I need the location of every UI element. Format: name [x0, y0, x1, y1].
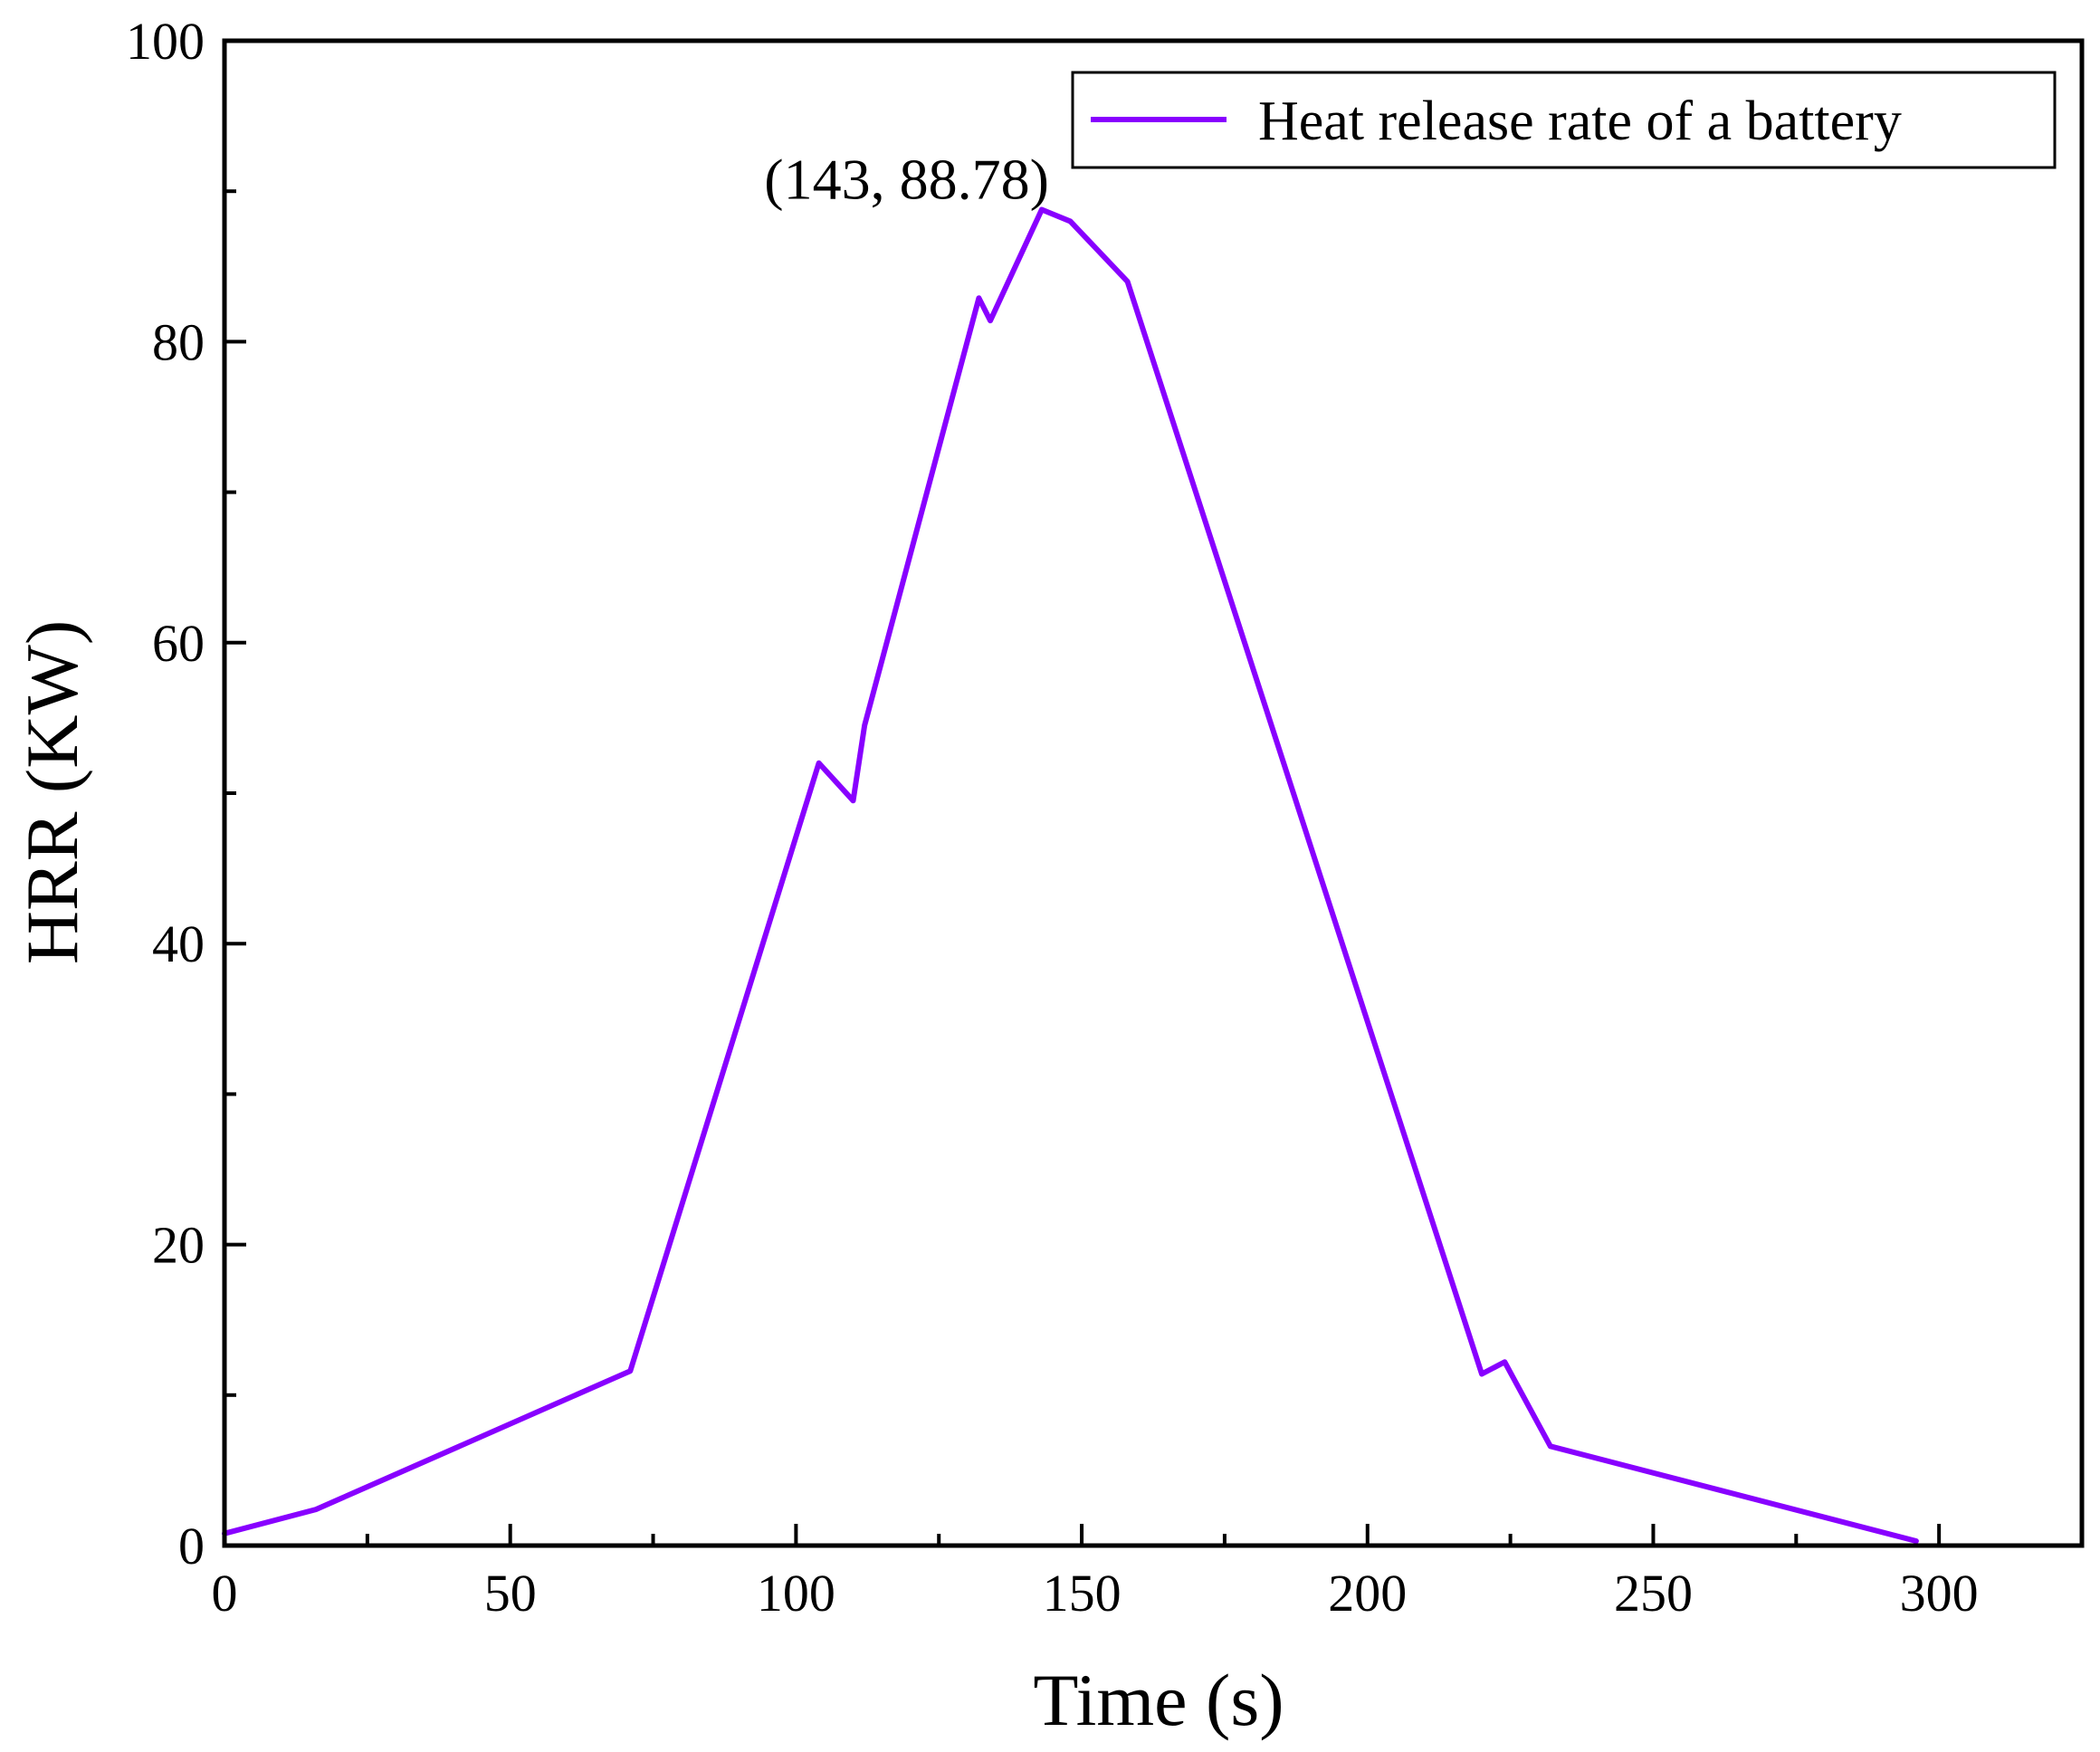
- data-point: [1125, 279, 1131, 284]
- data-point: [862, 723, 867, 728]
- data-point: [988, 318, 993, 323]
- data-point: [976, 295, 981, 301]
- data-point: [1502, 1359, 1507, 1364]
- x-tick-label: 50: [484, 1564, 537, 1623]
- series-line-heat-release-rate: [222, 206, 1919, 1545]
- y-axis-title: HRR (KW): [11, 620, 93, 964]
- data-point: [1914, 1538, 1919, 1544]
- data-point: [1067, 218, 1073, 224]
- y-tick-label: 60: [152, 614, 205, 673]
- peak-annotation-label: (143, 88.78): [764, 147, 1049, 211]
- y-tick-label: 100: [126, 12, 205, 71]
- data-point: [313, 1507, 319, 1512]
- y-tick-label: 20: [152, 1216, 205, 1275]
- legend-label: Heat release rate of a battery: [1258, 91, 1902, 152]
- y-tick-label: 80: [152, 312, 205, 371]
- data-point: [816, 761, 822, 766]
- y-tick-label: 0: [178, 1517, 205, 1575]
- x-tick-label: 150: [1043, 1564, 1122, 1623]
- x-tick-label: 0: [212, 1564, 238, 1623]
- data-point: [851, 798, 856, 803]
- data-point: [1479, 1372, 1484, 1377]
- data-point: [627, 1368, 633, 1374]
- x-tick-label: 100: [757, 1564, 835, 1623]
- x-axis-title: Time (s): [1033, 1659, 1284, 1741]
- x-tick-label: 200: [1328, 1564, 1407, 1623]
- y-tick-label: 40: [152, 914, 205, 973]
- data-point: [1548, 1443, 1553, 1449]
- x-tick-label: 250: [1614, 1564, 1693, 1623]
- legend-box: [1071, 71, 2057, 169]
- legend: Heat release rate of a battery: [1071, 71, 2057, 169]
- x-tick-label: 300: [1900, 1564, 1979, 1623]
